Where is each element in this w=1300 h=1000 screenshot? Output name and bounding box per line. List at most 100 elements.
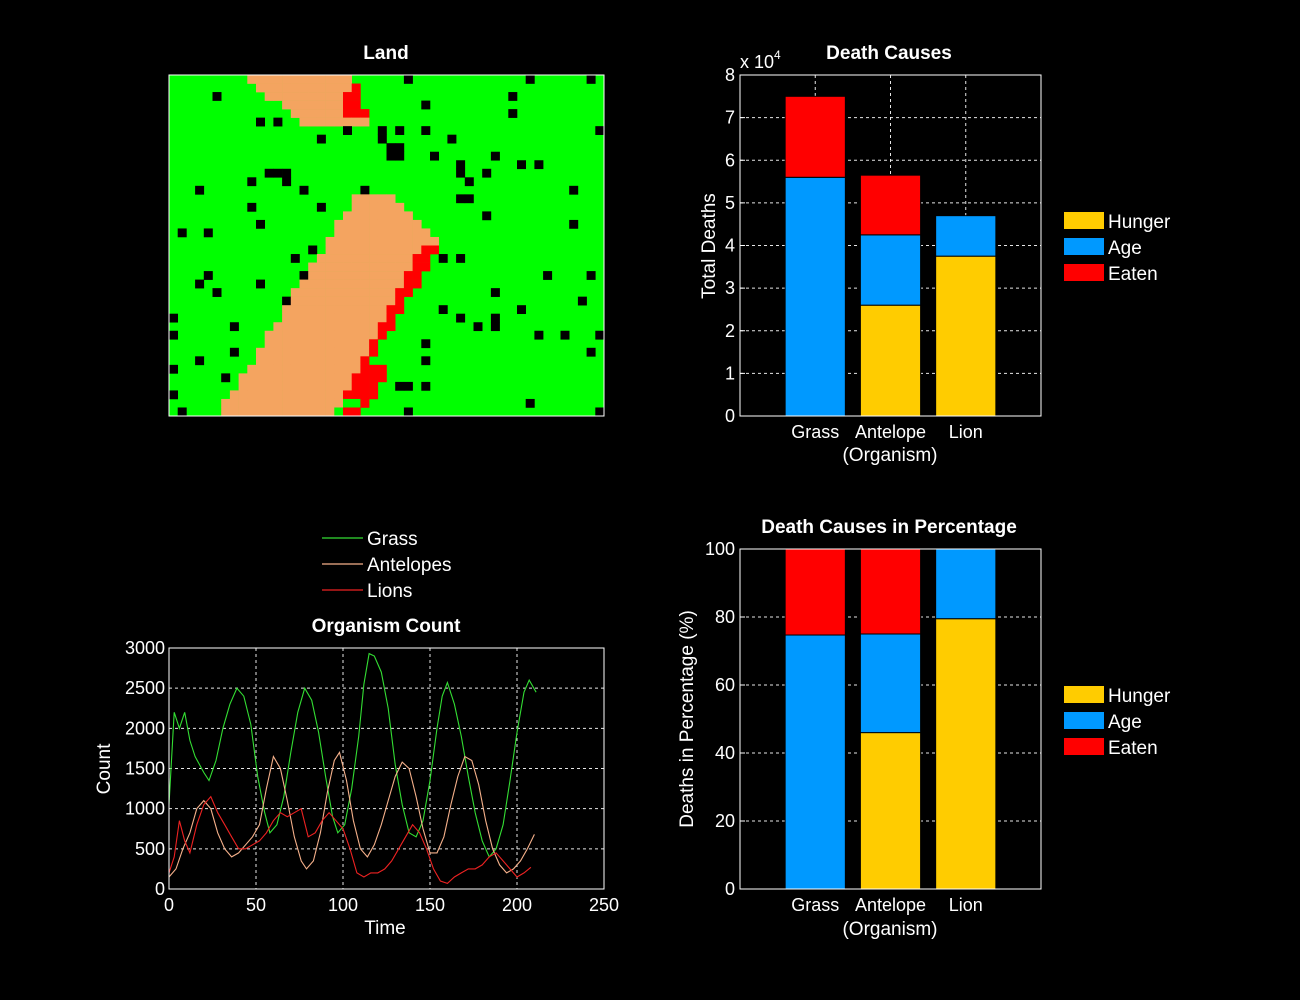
land-cell-antelope — [325, 83, 335, 93]
land-cell-antelope — [360, 330, 370, 340]
land-cell-antelope — [351, 305, 361, 315]
death-causes-xtick-label: Grass — [791, 422, 839, 442]
organism-count-xtick-label: 0 — [164, 895, 174, 915]
land-cell-antelope — [325, 262, 335, 272]
land-cell-empty — [482, 211, 492, 221]
land-cell-antelope — [308, 347, 318, 357]
land-cell-empty — [299, 185, 309, 195]
land-cell-antelope — [369, 194, 379, 204]
land-cell-antelope — [325, 407, 335, 417]
land-cell-empty — [169, 313, 178, 323]
organism-count-legend-label-antelopes: Antelopes — [367, 555, 452, 576]
land-cell-antelope — [351, 211, 361, 221]
land-cell-antelope — [290, 92, 300, 101]
death-percentage-xtick-label: Lion — [949, 895, 983, 915]
land-cell-antelope — [343, 305, 352, 315]
land-cell-antelope — [369, 254, 379, 263]
land-cell-antelope — [360, 347, 370, 357]
land-cell-antelope — [334, 288, 344, 297]
land-cell-empty — [595, 126, 605, 135]
land-cell-antelope — [334, 245, 344, 255]
land-cell-antelope — [282, 92, 292, 101]
land-cell-lion — [377, 322, 387, 332]
land-cell-empty — [421, 100, 431, 110]
land-cell-antelope — [421, 228, 431, 238]
land-cell-antelope — [229, 390, 239, 400]
land-cell-antelope — [369, 262, 379, 272]
land-cell-lion — [351, 92, 361, 101]
land-cell-antelope — [238, 390, 248, 400]
organism-count-yticks: 0 500 1000 1500 2000 2500 3000 — [125, 638, 165, 899]
land-cell-empty — [577, 296, 587, 306]
organism-count-legend-label-grass: Grass — [367, 529, 418, 550]
land-cell-antelope — [360, 219, 370, 229]
land-cell-antelope — [273, 381, 283, 391]
land-cell-antelope — [290, 330, 300, 340]
land-cell-empty — [169, 390, 178, 400]
land-cell-antelope — [238, 381, 248, 391]
land-axes-box — [168, 74, 605, 417]
land-cell-antelope — [273, 339, 283, 349]
land-cell-antelope — [264, 407, 274, 417]
death-percentage-axes-box — [739, 548, 1042, 890]
land-cell-antelope — [256, 373, 265, 383]
organism-count-ytick-label: 0 — [155, 879, 165, 899]
land-cell-antelope — [395, 236, 405, 246]
land-cell-antelope — [325, 75, 335, 84]
land-cell-antelope — [299, 117, 309, 127]
land-cell-antelope — [256, 356, 265, 366]
death-causes-bar-eaten-grass — [784, 95, 846, 178]
land-cell-antelope — [264, 373, 274, 383]
death-causes-ytick-label: 0 — [725, 406, 735, 426]
land-cell-antelope — [377, 296, 387, 306]
land-cell-antelope — [299, 356, 309, 366]
land-cell-antelope — [325, 398, 335, 408]
land-cell-empty — [534, 330, 544, 340]
land-cell-antelope — [316, 254, 326, 263]
land-cell-antelope — [229, 398, 239, 408]
land-cell-antelope — [403, 254, 413, 263]
land-cell-antelope — [325, 322, 335, 332]
land-cell-antelope — [377, 254, 387, 263]
death-causes-ytick-label: 1 — [725, 363, 735, 383]
land-cell-antelope — [299, 398, 309, 408]
death-causes-xticks: Grass Antelope Lion — [791, 422, 983, 442]
land-cell-lion — [360, 390, 370, 400]
land-cell-antelope — [290, 339, 300, 349]
land-cell-empty — [447, 134, 457, 144]
land-cell-antelope — [412, 236, 422, 246]
land-cell-empty — [203, 271, 213, 280]
land-cell-antelope — [290, 83, 300, 93]
land-cell-antelope — [412, 219, 422, 229]
land-cell-lion — [403, 288, 413, 297]
land-cell-antelope — [299, 83, 309, 93]
land-cell-antelope — [229, 407, 239, 417]
land-cell-antelope — [299, 100, 309, 110]
land-cell-empty — [316, 134, 326, 144]
land-cell-antelope — [256, 83, 265, 93]
land-cell-antelope — [256, 398, 265, 408]
land-cell-antelope — [343, 228, 352, 238]
land-cell-antelope — [308, 381, 318, 391]
land-cell-antelope — [299, 92, 309, 101]
land-cell-antelope — [403, 236, 413, 246]
land-cell-antelope — [290, 347, 300, 357]
land-cell-antelope — [221, 398, 231, 408]
death-percentage-legend-swatch-eaten — [1064, 738, 1104, 755]
land-cell-antelope — [299, 313, 309, 323]
land-cell-antelope — [299, 381, 309, 391]
land-cell-empty — [403, 381, 413, 391]
death-causes-bar-eaten-antelope — [859, 174, 922, 236]
death-causes-xtick-label: Antelope — [855, 422, 926, 442]
land-cell-antelope — [325, 288, 335, 297]
land-cell-antelope — [264, 398, 274, 408]
land-cell-lion — [351, 83, 361, 93]
land-cell-lion — [343, 100, 352, 110]
land-cell-antelope — [325, 373, 335, 383]
death-causes-bars — [784, 95, 997, 417]
land-cell-antelope — [369, 288, 379, 297]
land-cell-antelope — [221, 407, 231, 417]
land-cell-antelope — [273, 83, 283, 93]
land-cell-antelope — [308, 322, 318, 332]
